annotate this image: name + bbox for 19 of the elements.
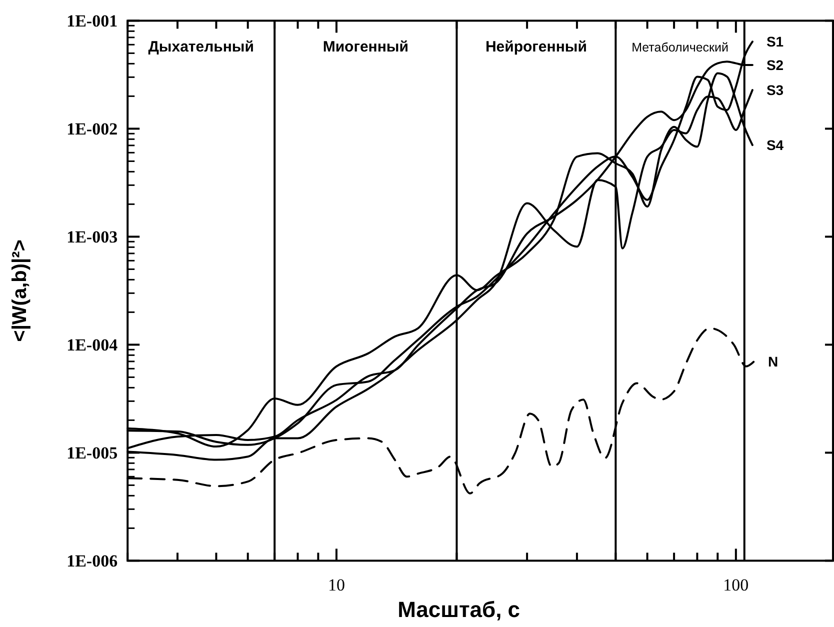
annotation: Дыхательный <box>148 38 254 56</box>
y-tick-label: 1E-005 <box>66 444 118 463</box>
y-tick-label: 1E-001 <box>66 12 118 31</box>
x-tick-label: 10 <box>328 576 345 595</box>
x-tick-label: 100 <box>723 576 749 595</box>
y-tick-label: 1E-004 <box>66 336 118 355</box>
series-label: S4 <box>766 137 784 154</box>
y-tick-label: 1E-003 <box>66 228 118 247</box>
y-tick-label: 1E-002 <box>66 120 118 139</box>
annotation: Метаболический <box>632 40 728 55</box>
series-label: S1 <box>766 34 784 50</box>
x-axis-title: Масштаб, с <box>398 597 520 622</box>
series-label: S3 <box>766 82 784 98</box>
series-label: N <box>768 353 778 370</box>
y-tick-label: 1E-006 <box>66 552 118 571</box>
annotation: Нейрогенный <box>485 38 587 56</box>
annotation: Миогенный <box>322 38 408 56</box>
y-axis-title: <|W(a,b)|²> <box>9 240 31 342</box>
series-label: S2 <box>766 56 784 73</box>
